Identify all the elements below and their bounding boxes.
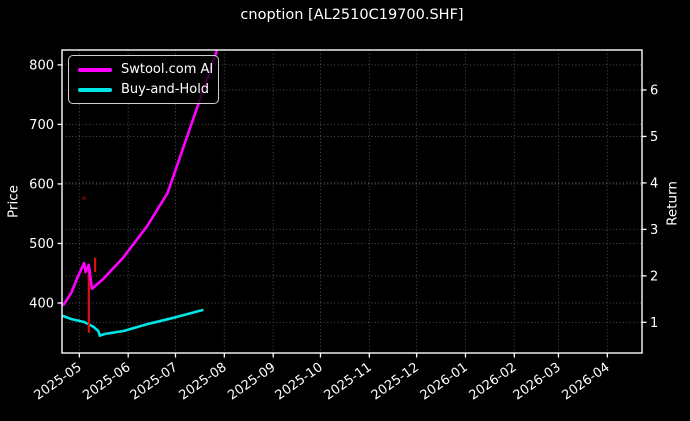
legend-item-buyhold: Buy-and-Hold <box>78 81 209 99</box>
price-axis-label: Price <box>5 185 22 218</box>
legend-label-buyhold: Buy-and-Hold <box>121 82 210 97</box>
x-tick-label: 2025-05 <box>32 360 85 403</box>
return-tick-label: 5 <box>650 130 658 145</box>
return-tick-label: 6 <box>650 83 658 98</box>
return-tick-label: 1 <box>650 316 658 331</box>
price-tick-label: 400 <box>29 296 54 311</box>
x-tick-label: 2025-11 <box>322 360 375 403</box>
price-tick-label: 500 <box>29 237 54 252</box>
swtool-line-swatch <box>78 68 112 72</box>
x-tick-label: 2025-12 <box>369 360 422 403</box>
return-tick-label: 3 <box>650 223 658 238</box>
x-tick-label: 2025-10 <box>273 360 326 403</box>
x-tick-label: 2025-08 <box>177 360 230 403</box>
legend: Swtool.com AI Buy-and-Hold <box>68 55 219 104</box>
x-tick-label: 2026-04 <box>560 360 613 403</box>
x-tick-label: 2026-03 <box>511 360 564 403</box>
price-tick-label: 700 <box>29 118 54 133</box>
series-line-swtool-com-ai <box>62 50 218 307</box>
buyhold-line-swatch <box>78 88 112 92</box>
annotation-dot <box>82 196 87 201</box>
x-tick-label: 2025-07 <box>128 360 181 403</box>
series-line-buy-and-hold <box>62 308 204 337</box>
plot-border <box>61 49 643 354</box>
legend-label-swtool: Swtool.com AI <box>121 62 214 77</box>
price-tick-label: 800 <box>29 58 54 73</box>
x-tick-label: 2026-02 <box>467 360 520 403</box>
legend-item-swtool: Swtool.com AI <box>78 61 213 79</box>
price-tick-label: 600 <box>29 177 54 192</box>
x-tick-label: 2026-01 <box>418 360 471 403</box>
chart-title: cnoption [AL2510C19700.SHF] <box>240 7 464 23</box>
return-tick-label: 4 <box>650 176 658 191</box>
x-tick-label: 2025-06 <box>80 360 133 403</box>
return-tick-label: 2 <box>650 269 658 284</box>
x-tick-label: 2025-09 <box>225 360 278 403</box>
return-axis-label: Return <box>664 181 681 226</box>
